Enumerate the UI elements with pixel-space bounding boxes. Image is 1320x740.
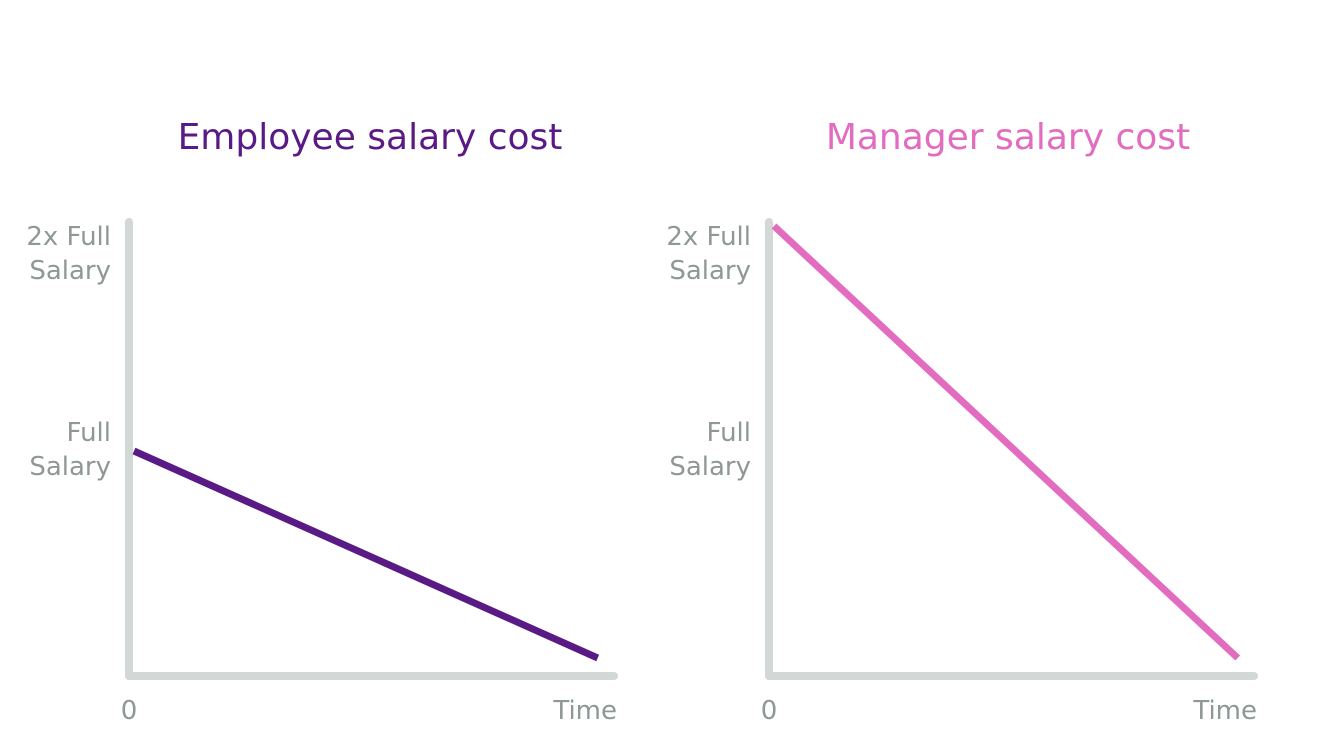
manager-chart-title: Manager salary cost bbox=[826, 117, 1190, 158]
manager-y-tick-label: Full Salary bbox=[669, 418, 751, 482]
employee-x-tick-label-zero: 0 bbox=[121, 696, 138, 726]
manager-x-tick-label-time: Time bbox=[1192, 696, 1257, 726]
employee-salary-cost-line bbox=[132, 447, 600, 662]
manager-x-tick-label-zero: 0 bbox=[761, 696, 778, 726]
employee-x-tick-label-time: Time bbox=[552, 696, 617, 726]
manager-chart: Manager salary cost 2x Full Salary Full Sala… bbox=[666, 117, 1258, 726]
employee-y-tick-label: 2x Full Salary bbox=[26, 222, 111, 286]
employee-chart-title: Employee salary cost bbox=[178, 117, 563, 158]
manager-y-tick-label: 2x Full Salary bbox=[666, 222, 751, 286]
employee-chart: Employee salary cost 2x Full Salary Full Sal… bbox=[26, 117, 618, 726]
manager-salary-cost-line bbox=[771, 223, 1241, 661]
employee-y-tick-label: Full Salary bbox=[29, 418, 111, 482]
